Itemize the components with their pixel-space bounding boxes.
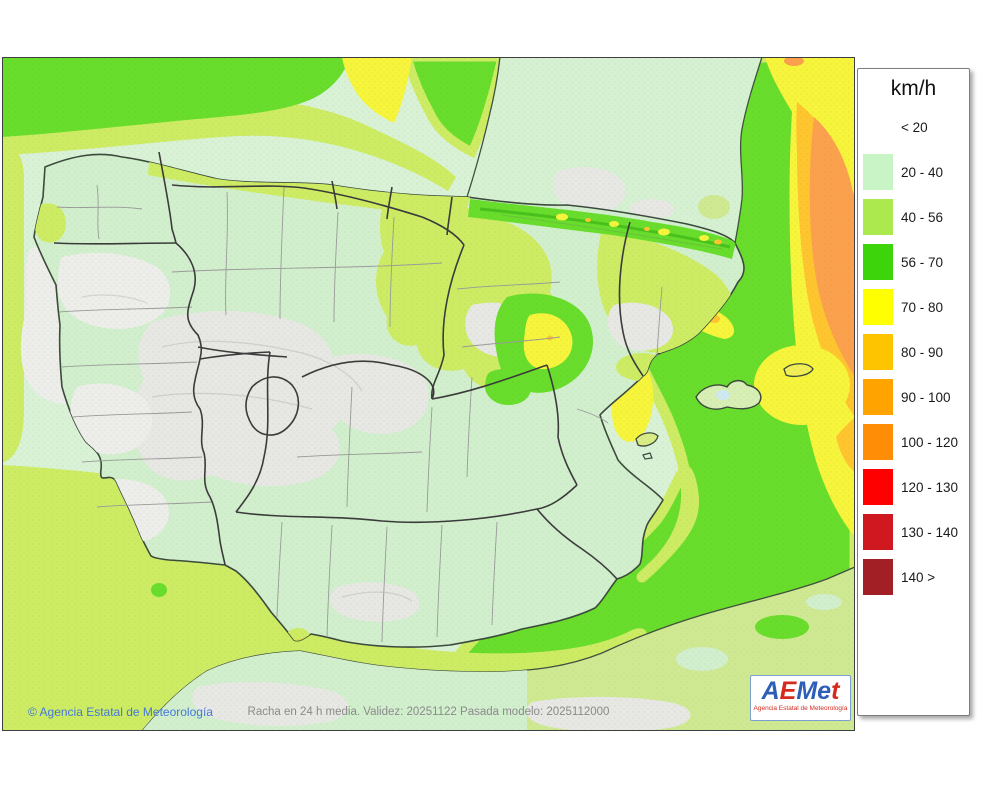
aemet-logo-word: AEMet <box>751 679 850 704</box>
legend-item: 120 - 130 <box>863 469 969 505</box>
legend-swatch <box>863 424 893 460</box>
aemet-logo-letter: M <box>796 677 818 705</box>
legend-swatch <box>863 379 893 415</box>
legend-label: 140 > <box>901 569 936 585</box>
legend-label: 120 - 130 <box>901 479 959 495</box>
legend-title: km/h <box>890 77 937 100</box>
legend-rows: < 20 20 - 40 40 - 56 56 - 70 70 - 80 80 - 90 9… <box>863 109 969 595</box>
spain-wind-gust-map <box>2 57 855 731</box>
legend-item: 100 - 120 <box>863 424 969 460</box>
legend-swatch <box>863 289 893 325</box>
legend-item: 40 - 56 <box>863 199 969 235</box>
legend-swatch <box>863 334 893 370</box>
map-area: © Agencia Estatal de Meteorología Racha … <box>2 57 855 731</box>
legend-swatch <box>863 199 893 235</box>
legend-label: 20 - 40 <box>901 164 944 180</box>
legend-item: 70 - 80 <box>863 289 969 325</box>
map-frame <box>2 57 855 731</box>
legend-label: < 20 <box>901 119 928 135</box>
legend-label: 100 - 120 <box>901 434 959 450</box>
legend-swatch <box>863 514 893 550</box>
legend-label: 70 - 80 <box>901 299 944 315</box>
legend-swatch-empty <box>863 109 893 145</box>
aemet-logo-subtitle: Agencia Estatal de Meteorología <box>753 705 848 712</box>
legend-item: 80 - 90 <box>863 334 969 370</box>
aemet-logo-letter: A <box>761 677 780 705</box>
legend-item: 90 - 100 <box>863 379 969 415</box>
legend-item: < 20 <box>863 109 969 145</box>
dither-texture <box>2 57 855 731</box>
legend-swatch <box>863 244 893 280</box>
legend-swatch <box>863 469 893 505</box>
aemet-logo-letter: t <box>831 677 840 705</box>
legend-item: 56 - 70 <box>863 244 969 280</box>
legend-label: 130 - 140 <box>901 524 959 540</box>
legend-swatch <box>863 154 893 190</box>
legend-item: 140 > <box>863 559 969 595</box>
legend-label: 90 - 100 <box>901 389 951 405</box>
legend-label: 40 - 56 <box>901 209 944 225</box>
map-copyright: © Agencia Estatal de Meteorología <box>28 705 213 719</box>
aemet-logo-letter: E <box>779 677 797 705</box>
legend-label: 56 - 70 <box>901 254 944 270</box>
legend-item: 20 - 40 <box>863 154 969 190</box>
map-caption: Racha en 24 h media. Validez: 20251122 P… <box>247 706 610 718</box>
aemet-logo: AEMet Agencia Estatal de Meteorología <box>750 675 851 721</box>
legend-panel: km/h < 20 20 - 40 40 - 56 56 - 70 70 - 80 80 … <box>857 68 970 716</box>
aemet-logo-letter: e <box>817 677 832 705</box>
legend-label: 80 - 90 <box>901 344 944 360</box>
legend-swatch <box>863 559 893 595</box>
legend-item: 130 - 140 <box>863 514 969 550</box>
